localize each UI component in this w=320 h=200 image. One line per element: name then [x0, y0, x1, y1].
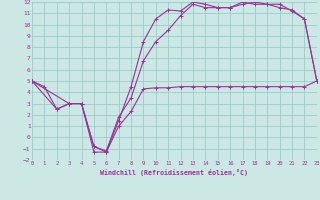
- X-axis label: Windchill (Refroidissement éolien,°C): Windchill (Refroidissement éolien,°C): [100, 169, 248, 176]
